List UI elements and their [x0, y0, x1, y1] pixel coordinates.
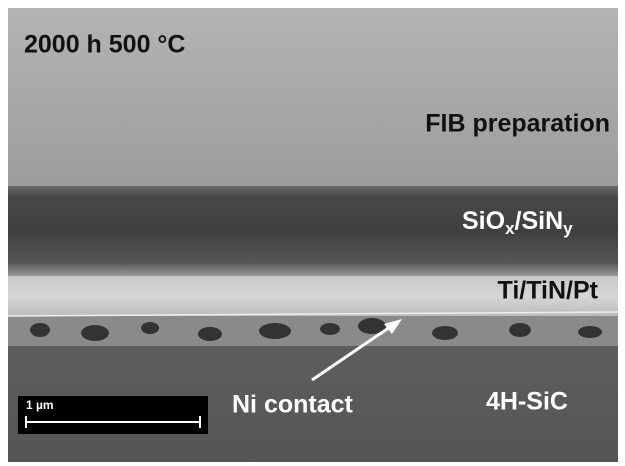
scale-bar: 1 µm: [18, 396, 208, 434]
condition-label: 2000 h 500 °C: [24, 31, 186, 59]
contact-label: Ni contact: [232, 391, 354, 419]
passivation-label: SiOx/SiNy: [462, 207, 573, 239]
page: 2000 h 500 °C FIB preparation SiOx/SiNy …: [0, 0, 625, 466]
passivation-part: /SiN: [515, 207, 564, 235]
preparation-label: FIB preparation: [425, 110, 610, 138]
passivation-part: SiO: [462, 207, 505, 235]
passivation-sub: y: [563, 219, 573, 238]
micrograph: 2000 h 500 °C FIB preparation SiOx/SiNy …: [0, 0, 625, 466]
substrate-label: 4H-SiC: [486, 388, 568, 416]
scale-label: 1 µm: [26, 398, 54, 412]
metal-label: Ti/TiN/Pt: [498, 277, 599, 305]
